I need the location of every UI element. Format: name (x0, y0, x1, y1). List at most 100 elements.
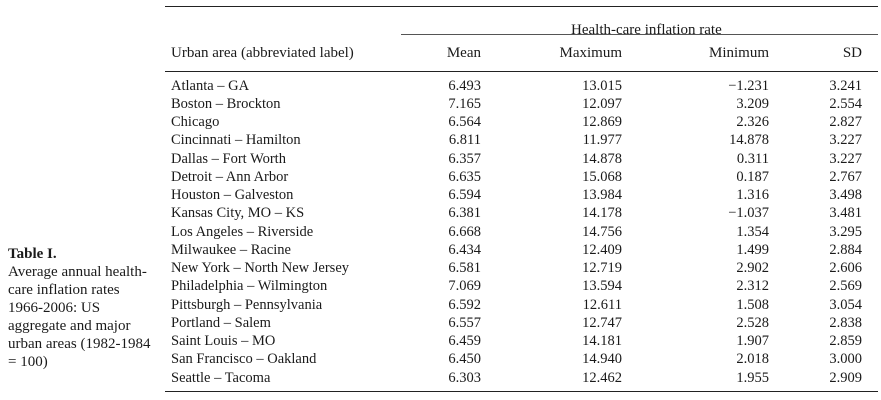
cell-sd: 3.498 (829, 187, 862, 204)
cell-maximum: 12.409 (582, 241, 622, 258)
table-row: New York – North New Jersey 6.581 12.719 2.… (165, 260, 878, 278)
table-body: Atlanta – GA 6.493 13.015 −1.231 3.241 Boston… (165, 72, 878, 391)
cell-maximum: 12.097 (582, 95, 622, 112)
cell-area: Milwaukee – Racine (171, 241, 291, 258)
cell-maximum: 12.747 (582, 314, 622, 331)
cell-area: Cincinnati – Hamilton (171, 132, 301, 149)
cell-mean: 7.069 (448, 278, 481, 295)
cell-sd: 3.000 (829, 351, 862, 368)
cell-area: Philadelphia – Wilmington (171, 278, 328, 295)
cell-maximum: 14.178 (582, 205, 622, 222)
cell-area: Pittsburgh – Pennsylvania (171, 296, 323, 313)
cell-minimum: 1.508 (736, 296, 769, 313)
cell-maximum: 12.611 (582, 296, 622, 313)
span-header-label: Health-care inflation rate (571, 22, 722, 38)
cell-area: Boston – Brockton (171, 95, 281, 112)
cell-sd: 3.295 (829, 223, 862, 240)
cell-minimum: 2.312 (736, 278, 769, 295)
cell-maximum: 14.940 (582, 351, 622, 368)
cell-area: San Francisco – Oakland (171, 351, 317, 368)
header-rule (165, 71, 878, 72)
cell-area: Seattle – Tacoma (171, 369, 271, 386)
cell-area: Los Angeles – Riverside (171, 223, 314, 240)
column-header-area: Urban area (abbreviated label) (171, 44, 354, 61)
cell-maximum: 12.462 (582, 369, 622, 386)
cell-maximum: 12.719 (582, 260, 622, 277)
cell-sd: 3.227 (829, 132, 862, 149)
table-caption-label: Table I. (8, 246, 57, 262)
table-caption-text: Average annual health-care inflation rat… (8, 264, 151, 370)
cell-sd: 3.481 (829, 205, 862, 222)
cell-mean: 6.381 (448, 205, 481, 222)
table-row: Chicago 6.564 12.869 2.326 2.827 (165, 114, 878, 132)
cell-mean: 6.594 (448, 187, 481, 204)
cell-sd: 3.054 (829, 296, 862, 313)
cell-minimum: −1.231 (728, 77, 769, 94)
cell-maximum: 14.756 (582, 223, 622, 240)
cell-maximum: 11.977 (582, 132, 622, 149)
cell-area: Houston – Galveston (171, 187, 294, 204)
cell-sd: 2.767 (829, 168, 862, 185)
cell-maximum: 12.869 (582, 114, 622, 131)
cell-mean: 6.450 (448, 351, 481, 368)
table-row: Atlanta – GA 6.493 13.015 −1.231 3.241 (165, 77, 878, 95)
cell-sd: 3.227 (829, 150, 862, 167)
cell-sd: 2.827 (829, 114, 862, 131)
cell-minimum: 2.902 (736, 260, 769, 277)
cell-minimum: 2.018 (736, 351, 769, 368)
span-header-rule (401, 34, 878, 35)
cell-sd: 2.569 (829, 278, 862, 295)
cell-maximum: 13.015 (582, 77, 622, 94)
cell-maximum: 13.594 (582, 278, 622, 295)
cell-minimum: 1.955 (736, 369, 769, 386)
cell-maximum: 14.181 (582, 333, 622, 350)
cell-minimum: 1.316 (736, 187, 769, 204)
column-header-maximum: Maximum (559, 44, 623, 61)
cell-minimum: 1.354 (736, 223, 769, 240)
table-row: Dallas – Fort Worth 6.357 14.878 0.311 3.227 (165, 150, 878, 168)
table-row: Seattle – Tacoma 6.303 12.462 1.955 2.909 (165, 369, 878, 387)
table-row: Milwaukee – Racine 6.434 12.409 1.499 2.884 (165, 241, 878, 259)
cell-minimum: −1.037 (728, 205, 769, 222)
column-header-mean: Mean (446, 44, 481, 61)
column-header-sd: SD (842, 44, 862, 61)
cell-area: Chicago (171, 114, 220, 131)
column-header-row: Urban area (abbreviated label) Mean Maxi… (165, 35, 878, 71)
cell-mean: 7.165 (448, 95, 481, 112)
cell-mean: 6.357 (448, 150, 481, 167)
span-header-row: Health-care inflation rate (165, 7, 878, 38)
table-row: Houston – Galveston 6.594 13.984 1.316 3.498 (165, 187, 878, 205)
cell-area: Saint Louis – MO (171, 333, 276, 350)
cell-minimum: 2.326 (736, 114, 769, 131)
cell-maximum: 13.984 (582, 187, 622, 204)
cell-sd: 2.884 (829, 241, 862, 258)
cell-area: Kansas City, MO – KS (171, 205, 305, 222)
cell-mean: 6.564 (448, 114, 481, 131)
cell-sd: 2.909 (829, 369, 862, 386)
table-row: Los Angeles – Riverside 6.668 14.756 1.354 3… (165, 223, 878, 241)
table-row: Pittsburgh – Pennsylvania 6.592 12.611 1.50… (165, 296, 878, 314)
cell-maximum: 15.068 (582, 168, 622, 185)
cell-mean: 6.581 (448, 260, 481, 277)
cell-sd: 2.606 (829, 260, 862, 277)
cell-mean: 6.635 (448, 168, 481, 185)
table-row: Boston – Brockton 7.165 12.097 3.209 2.554 (165, 95, 878, 113)
cell-mean: 6.459 (448, 333, 481, 350)
table-caption: Table I. Average annual health-care infl… (8, 245, 158, 371)
cell-minimum: 2.528 (736, 314, 769, 331)
cell-area: Atlanta – GA (171, 77, 250, 94)
cell-sd: 2.838 (829, 314, 862, 331)
cell-minimum: 14.878 (729, 132, 769, 149)
table-row: Detroit – Ann Arbor 6.635 15.068 0.187 2.767 (165, 168, 878, 186)
cell-area: New York – North New Jersey (171, 260, 350, 277)
cell-area: Dallas – Fort Worth (171, 150, 286, 167)
table-row: Kansas City, MO – KS 6.381 14.178 −1.037 3.4… (165, 205, 878, 223)
table-bottom-rule (165, 391, 878, 393)
column-header-minimum: Minimum (708, 44, 769, 61)
table-row: Portland – Salem 6.557 12.747 2.528 2.838 (165, 314, 878, 332)
cell-mean: 6.811 (448, 132, 481, 149)
cell-mean: 6.303 (448, 369, 481, 386)
table-row: Saint Louis – MO 6.459 14.181 1.907 2.859 (165, 333, 878, 351)
table-row: San Francisco – Oakland 6.450 14.940 2.018 3… (165, 351, 878, 369)
cell-sd: 2.554 (829, 95, 862, 112)
